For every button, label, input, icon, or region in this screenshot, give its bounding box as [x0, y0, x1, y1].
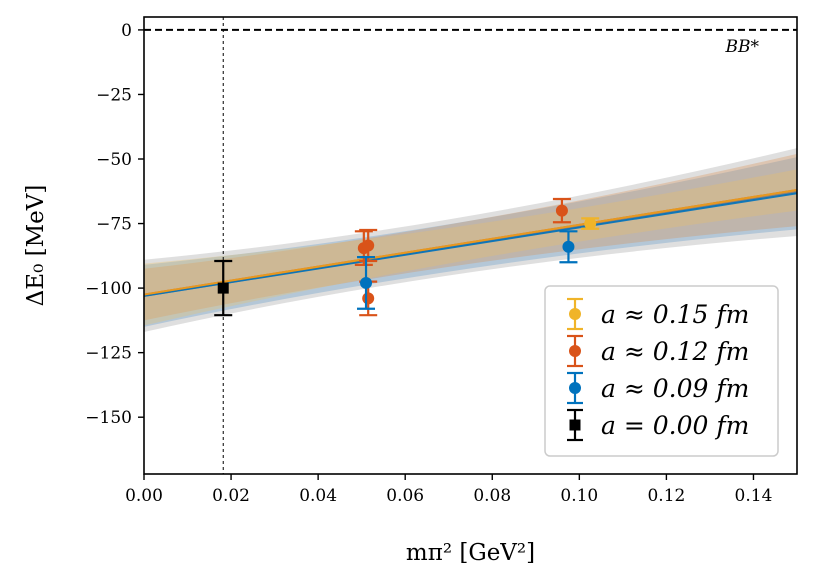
legend-entry: a ≈ 0.15 fm [567, 297, 749, 331]
fit-band-0 [144, 169, 797, 326]
y-axis-ticks: 0 −25 −50 −75 −100 −125 −150 [85, 21, 144, 428]
x-axis-ticks: 0.00 0.02 0.04 0.06 0.08 0.10 0.12 0.14 [125, 474, 772, 506]
legend-label: a ≈ 0.15 fm [601, 300, 749, 329]
x-tick-label: 0.06 [386, 486, 424, 506]
x-tick-label: 0.10 [560, 486, 598, 506]
data-point [214, 259, 233, 317]
fit-line-0 [143, 189, 798, 296]
x-tick-label: 0.04 [299, 486, 337, 506]
legend-entry: a = 0.00 fm [567, 408, 749, 442]
data-point [581, 217, 600, 230]
legend-box [544, 285, 779, 457]
legend: a ≈ 0.15 fm a ≈ 0.12 fm a ≈ 0.09 fm a = 0.0… [544, 285, 779, 457]
fit-line-2 [143, 192, 798, 297]
x-tick-label: 0.14 [735, 486, 773, 506]
point-marker [584, 217, 597, 230]
y-tick-label: −25 [96, 85, 132, 105]
point-marker [360, 276, 373, 289]
data-point [559, 230, 578, 264]
legend-label: a = 0.00 fm [601, 411, 749, 440]
data-point [359, 228, 378, 263]
legend-marker [569, 382, 581, 394]
x-axis-title: mπ² [GeV²] [406, 540, 535, 566]
point-marker [562, 240, 575, 253]
point-marker [362, 292, 375, 305]
y-axis-title: ΔE₀ [MeV] [23, 185, 49, 307]
y-tick-label: −150 [85, 408, 132, 428]
fit-lines [143, 189, 798, 297]
fit-band-3 [144, 148, 797, 332]
legend-marker [569, 345, 581, 357]
y-tick-label: −50 [96, 150, 132, 170]
x-tick-label: 0.02 [212, 486, 250, 506]
point-marker [217, 282, 229, 294]
plot-frame [143, 16, 798, 475]
point-marker [555, 204, 568, 217]
threshold-label: BB* [725, 37, 760, 57]
x-tick-label: 0.12 [647, 486, 685, 506]
legend-entry: a ≈ 0.09 fm [567, 371, 749, 405]
legend-label: a ≈ 0.09 fm [601, 374, 749, 403]
legend-entry: a ≈ 0.12 fm [567, 334, 749, 368]
legend-marker [569, 419, 581, 431]
y-tick-label: −75 [96, 215, 132, 235]
data-point [552, 197, 571, 224]
legend-marker [569, 308, 581, 320]
fit-band-1 [144, 153, 797, 321]
y-tick-label: 0 [121, 21, 132, 41]
legend-label: a ≈ 0.12 fm [601, 337, 749, 366]
y-tick-label: −100 [85, 279, 132, 299]
point-marker [362, 239, 375, 252]
data-point [357, 256, 376, 310]
data-points [214, 197, 600, 317]
x-tick-label: 0.00 [125, 486, 163, 506]
x-tick-label: 0.08 [473, 486, 511, 506]
y-tick-label: −125 [85, 344, 132, 364]
